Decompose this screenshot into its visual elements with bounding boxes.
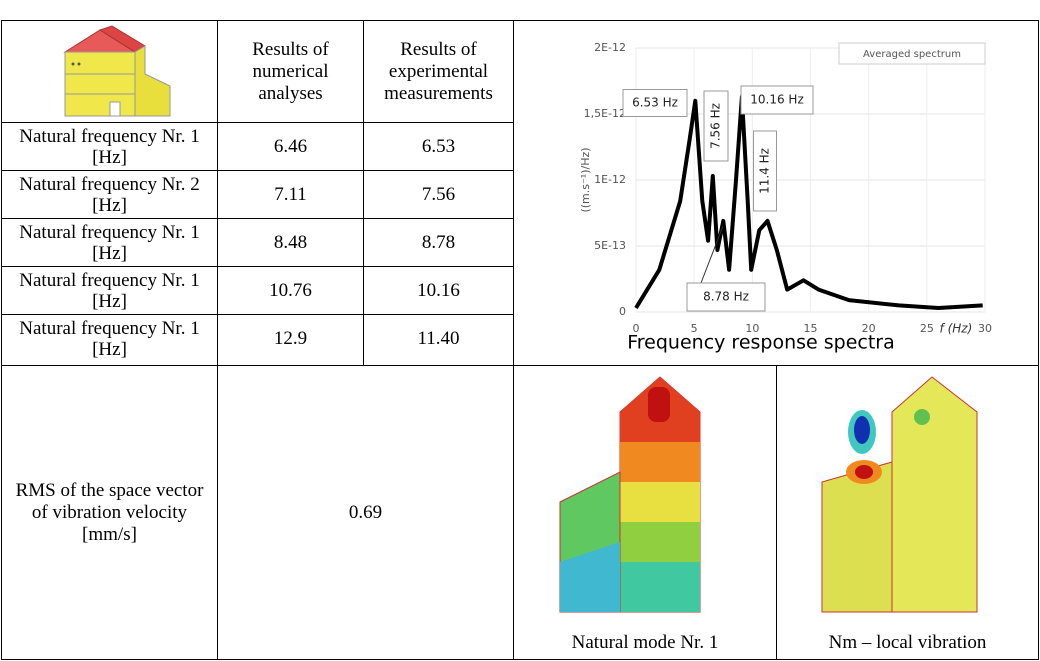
- annotation: 10.16 Hz: [750, 93, 804, 107]
- row-label: Natural frequency Nr. 2 [Hz]: [2, 171, 217, 218]
- row-label: RMS of the space vector of vibration vel…: [2, 366, 217, 659]
- row-label: Natural frequency Nr. 1 [Hz]: [2, 315, 217, 362]
- cell: 7.11: [218, 171, 363, 218]
- x-tick-label: 25: [920, 322, 934, 335]
- y-tick-label: 1E-12: [594, 173, 626, 186]
- tower: [892, 377, 977, 612]
- y-axis-label: ((m.s⁻¹)/Hz): [579, 147, 592, 212]
- contour: [620, 522, 700, 562]
- wall: [65, 52, 135, 116]
- header-cell: Results of numerical analyses: [218, 21, 363, 122]
- y-tick-label: 1,5E-12: [584, 107, 626, 120]
- annotation: 11.4 Hz: [758, 148, 772, 194]
- header-cell: Results of experimental measurements: [364, 21, 513, 122]
- image-caption: Nm – local vibration: [777, 628, 1038, 658]
- cell: 6.46: [218, 123, 363, 170]
- wing: [822, 462, 892, 612]
- cell: 10.16: [364, 267, 513, 314]
- contour: [648, 387, 670, 422]
- legend-label: Averaged spectrum: [863, 49, 961, 60]
- chart-caption: Frequency response spectra: [627, 332, 895, 354]
- y-tick-label: 5E-13: [594, 239, 626, 252]
- annotation: 7.56 Hz: [709, 103, 723, 149]
- contour: [855, 465, 873, 479]
- row-label: Natural frequency Nr. 1 [Hz]: [2, 219, 217, 266]
- window: [78, 63, 81, 66]
- building-image: [40, 24, 180, 120]
- mode-image: [530, 372, 760, 622]
- cell: 8.48: [218, 219, 363, 266]
- cell: 12.9: [218, 315, 363, 362]
- row-label: Natural frequency Nr. 1 [Hz]: [2, 267, 217, 314]
- cell: 10.76: [218, 267, 363, 314]
- cell: 8.78: [364, 219, 513, 266]
- page: Results of numerical analyses Results of…: [0, 0, 1040, 661]
- x-axis-label: f (Hz): [940, 322, 973, 336]
- contour: [620, 562, 700, 612]
- window: [72, 63, 75, 66]
- annotation: 8.78 Hz: [703, 290, 749, 304]
- door: [110, 102, 120, 116]
- cell: 6.53: [364, 123, 513, 170]
- row-label: Natural frequency Nr. 1 [Hz]: [2, 123, 217, 170]
- wall-side: [135, 46, 170, 116]
- line-series: [636, 97, 983, 308]
- leader-line: [701, 226, 723, 283]
- rule: [1038, 20, 1039, 660]
- x-tick-label: 30: [978, 322, 992, 335]
- y-tick-label: 0: [619, 305, 626, 318]
- image-caption: Natural mode Nr. 1: [514, 628, 776, 658]
- cell: 11.40: [364, 315, 513, 362]
- rule: [1, 659, 1039, 660]
- contour: [620, 482, 700, 522]
- contour: [620, 442, 700, 482]
- cell: 7.56: [364, 171, 513, 218]
- contour: [854, 416, 870, 444]
- y-tick-label: 2E-12: [594, 41, 626, 54]
- cell: 0.69: [218, 366, 513, 659]
- rule: [776, 365, 777, 660]
- annotation: 6.53 Hz: [632, 96, 678, 110]
- contour: [914, 409, 930, 425]
- mode-image: [792, 372, 1022, 622]
